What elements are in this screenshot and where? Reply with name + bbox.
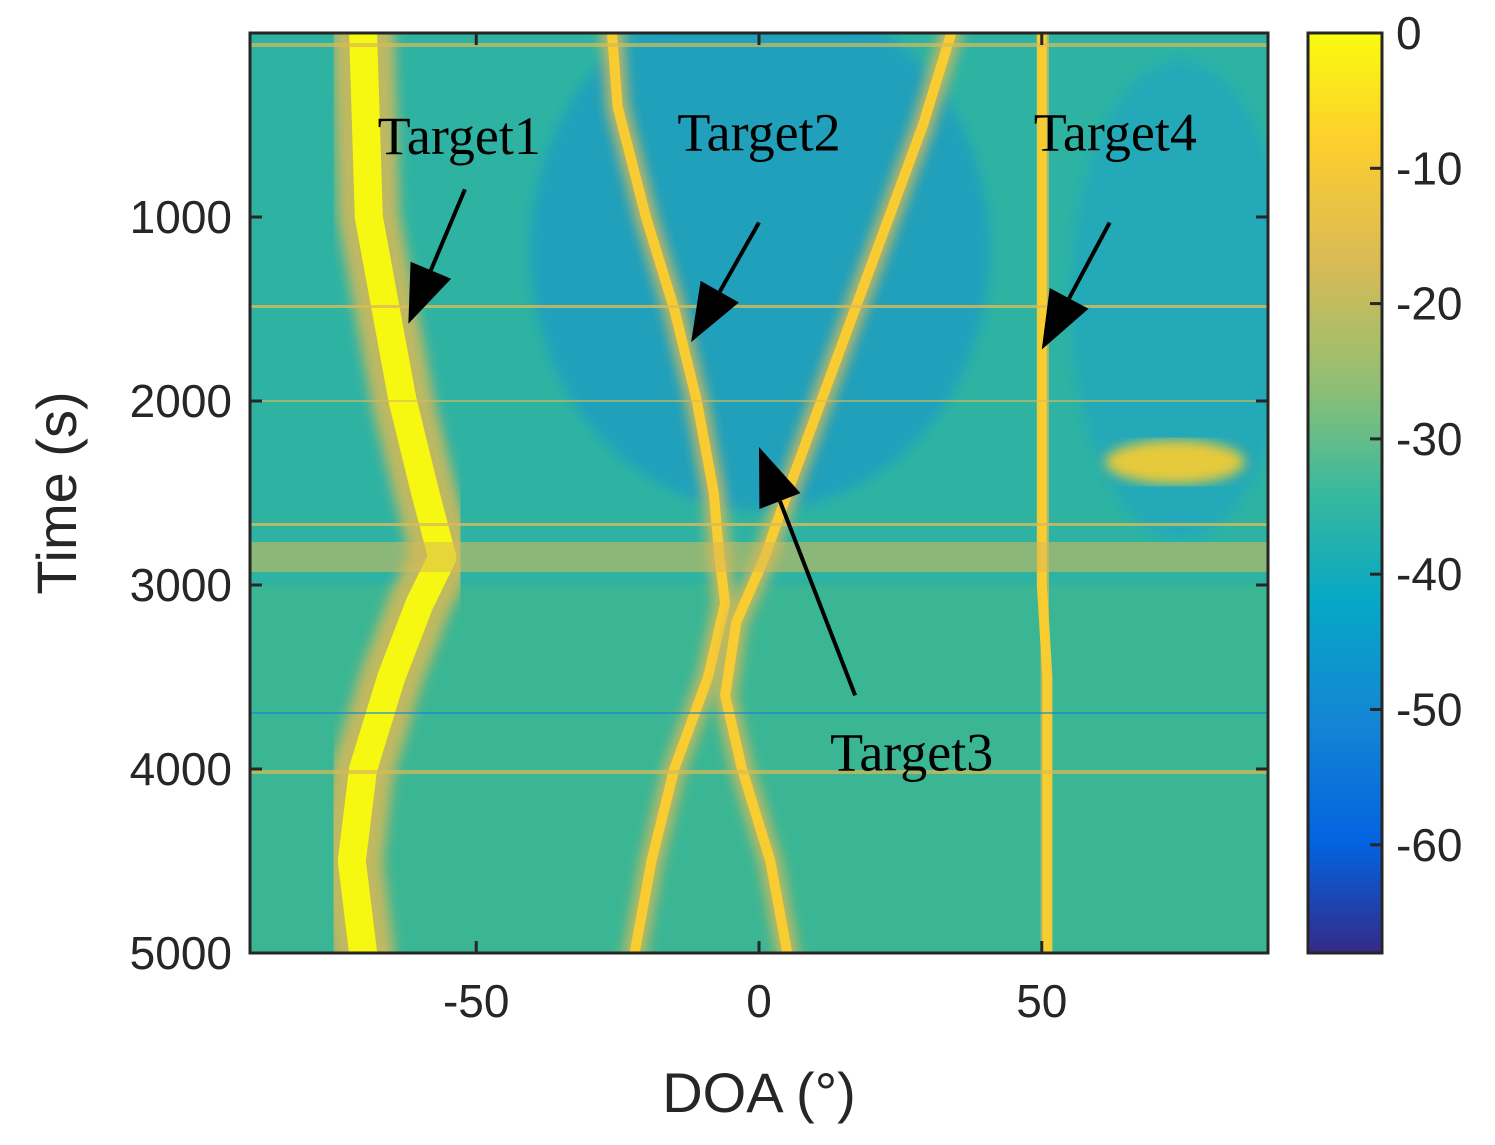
heatmap-plot-area [250,33,1268,953]
annotation-arrow-shaft [1067,221,1112,300]
colorbar-ticks: 0 -10 -20 -30 -40 -50 -60 [1370,7,1462,871]
annotation-label-target2: Target2 [677,102,840,162]
annotation-arrow-head [408,261,452,324]
x-axis-title: DOA (°) [662,1061,856,1124]
heatmap-hotspot [1105,440,1245,484]
x-tick-label: -50 [443,975,509,1027]
annotation-label-target1: Target1 [378,106,541,166]
annotation-arrow-head [1041,287,1089,350]
colorbar-scale [1306,31,1384,955]
track-target4 [1036,33,1053,953]
annotation-arrow-shaft [718,221,761,293]
interference-line [250,523,1268,526]
y-tick-label: 4000 [130,743,232,795]
annotation-arrow-head [691,280,739,343]
heatmap-low-power-region [530,33,990,510]
y-tick-label: 3000 [130,559,232,611]
colorbar-tick-label: -50 [1396,683,1462,735]
annotation-arrow-head [759,447,801,510]
interference-line [250,712,1268,714]
y-tick-label: 2000 [130,375,232,427]
y-tick-label: 5000 [130,927,232,979]
x-tick-label: 50 [1016,975,1067,1027]
colorbar-tick-label: 0 [1396,7,1422,59]
y-tick-label: 1000 [130,191,232,243]
horizontal-interference-lines [250,43,1268,774]
annotation-label-target4: Target4 [1034,102,1197,162]
colorbar-tick-label: -30 [1396,413,1462,465]
colorbar: 0 -10 -20 -30 -40 -50 -60 [1306,7,1462,955]
colorbar-tick-label: -10 [1396,142,1462,194]
interference-band [250,542,1268,572]
annotation-arrow-shaft [778,500,858,697]
target-annotations: Target1 Target2 Target4 Target3 [378,102,1197,782]
colorbar-tick-label: -20 [1396,278,1462,330]
interference-line [250,305,1268,308]
y-axis: 1000 2000 3000 4000 5000 [130,191,1268,979]
colorbar-tick-label: -60 [1396,819,1462,871]
annotation-label-target3: Target3 [830,722,993,782]
annotation-arrow-shaft [429,188,467,272]
y-axis-title: Time (s) [25,391,88,594]
colorbar-tick-label: -40 [1396,548,1462,600]
interference-line [250,770,1268,774]
interference-line [250,400,1268,402]
heatmap-low-power-region-right [1070,60,1268,540]
x-axis: -50 0 50 [443,33,1067,1027]
x-tick-label: 0 [746,975,772,1027]
